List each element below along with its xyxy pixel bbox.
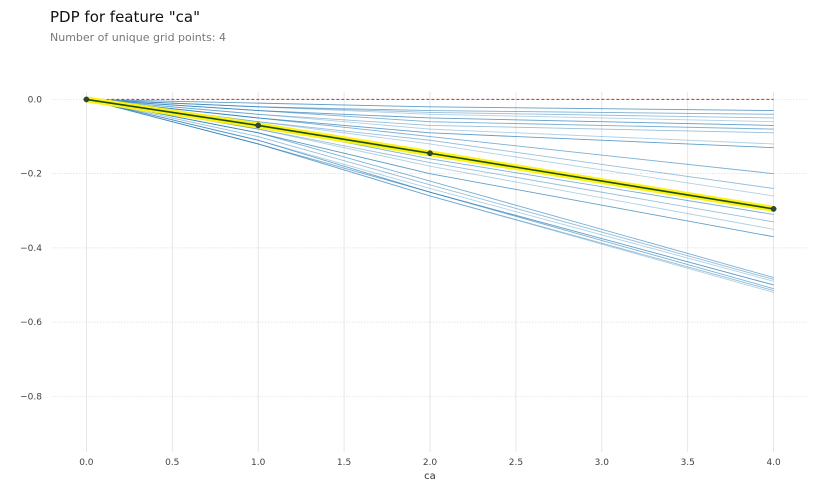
ice-line: [86, 98, 774, 134]
x-tick-label: 0.0: [79, 458, 94, 468]
chart-subtitle: Number of unique grid points: 4: [50, 31, 227, 44]
pdp-point: [83, 96, 90, 103]
x-tick-label: 3.0: [595, 458, 610, 468]
chart-title: PDP for feature "ca": [50, 8, 200, 26]
ice-line: [86, 98, 774, 126]
ice-line: [86, 98, 774, 280]
ice-line: [86, 98, 774, 238]
pdp-point: [770, 206, 777, 212]
y-tick-label: −0.8: [20, 392, 42, 402]
x-tick-label: 2.5: [509, 458, 523, 468]
x-axis-label: ca: [424, 471, 436, 482]
x-tick-label: 2.0: [423, 458, 438, 468]
x-tick-label: 1.5: [337, 458, 351, 468]
y-tick-label: −0.2: [20, 170, 42, 180]
ice-line: [86, 98, 774, 290]
x-tick-label: 3.5: [681, 458, 695, 468]
y-tick-label: 0.0: [28, 95, 43, 105]
pdp-point: [427, 150, 433, 157]
ice-line: [86, 98, 774, 286]
pdp-line-group: [83, 96, 777, 212]
pdp-line: [86, 98, 774, 210]
axes: 0.0 0.5 1.0 1.5 2.0 2.5 3.0 3.5 4.0 0.0 −0.2 −0.4 −0…: [20, 95, 781, 482]
x-tick-label: 1.0: [251, 458, 266, 468]
ice-line: [86, 98, 774, 112]
ice-line: [86, 98, 774, 282]
grid-lines: [52, 92, 808, 452]
x-tick-label: 0.5: [165, 458, 179, 468]
ice-line: [86, 98, 774, 149]
y-tick-label: −0.6: [20, 318, 42, 328]
x-tick-label: 4.0: [766, 458, 781, 468]
ice-line: [86, 98, 774, 115]
ice-line: [86, 98, 774, 145]
y-tick-label: −0.4: [20, 244, 42, 254]
pdp-point: [255, 122, 262, 129]
